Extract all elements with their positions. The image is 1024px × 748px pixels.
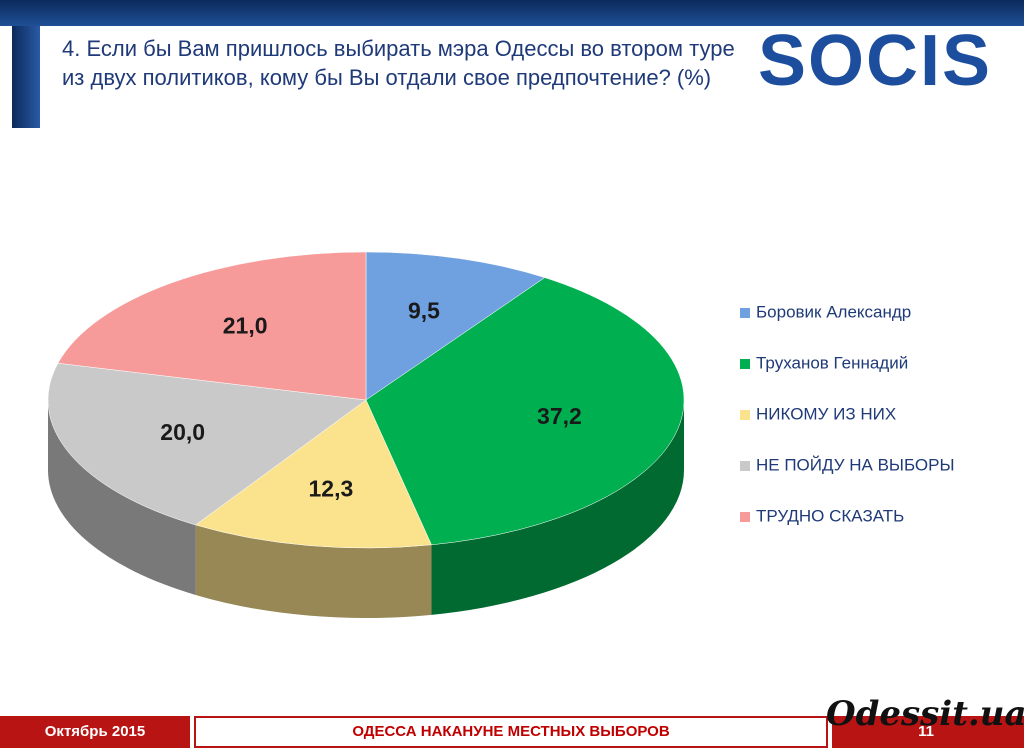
slice-side xyxy=(431,400,684,615)
legend-label: НЕ ПОЙДУ НА ВЫБОРЫ xyxy=(756,455,955,474)
legend-label: Боровик Александр xyxy=(756,302,911,321)
legend-swatch xyxy=(740,359,750,369)
chart: 9,5 37,2 12,3 20,0 21,0 Боровик Александр Трух… xyxy=(47,251,955,618)
slice xyxy=(365,277,685,546)
legend-swatch xyxy=(740,308,750,318)
legend-label: Труханов Геннадий xyxy=(756,353,908,372)
legend-label: ТРУДНО СКАЗАТЬ xyxy=(756,506,904,525)
legend-swatch xyxy=(740,461,750,471)
slice xyxy=(47,362,367,526)
legend-label: НИКОМУ ИЗ НИХ xyxy=(756,404,896,423)
top-bar xyxy=(0,0,1024,26)
side-bar xyxy=(12,26,40,128)
slice-side xyxy=(48,400,196,595)
value-label: 9,5 xyxy=(408,297,440,323)
watermark: Odessit.ua xyxy=(826,694,1024,734)
slice xyxy=(195,399,432,549)
legend-swatch xyxy=(740,410,750,420)
logo: SOCIS xyxy=(758,21,993,101)
footer-caption: ОДЕССА НАКАНУНЕ МЕСТНЫХ ВЫБОРОВ xyxy=(194,716,828,748)
value-label: 37,2 xyxy=(537,403,582,429)
slice xyxy=(57,251,367,401)
title: 4. Если бы Вам пришлось выбирать мэра Од… xyxy=(62,36,735,90)
value-label: 12,3 xyxy=(308,475,353,501)
legend-swatch xyxy=(740,512,750,522)
value-label: 21,0 xyxy=(223,313,268,339)
value-label: 20,0 xyxy=(160,419,205,445)
footer-date: Октябрь 2015 xyxy=(0,716,190,748)
page-number: 11 xyxy=(832,716,1024,748)
slice xyxy=(365,251,546,401)
